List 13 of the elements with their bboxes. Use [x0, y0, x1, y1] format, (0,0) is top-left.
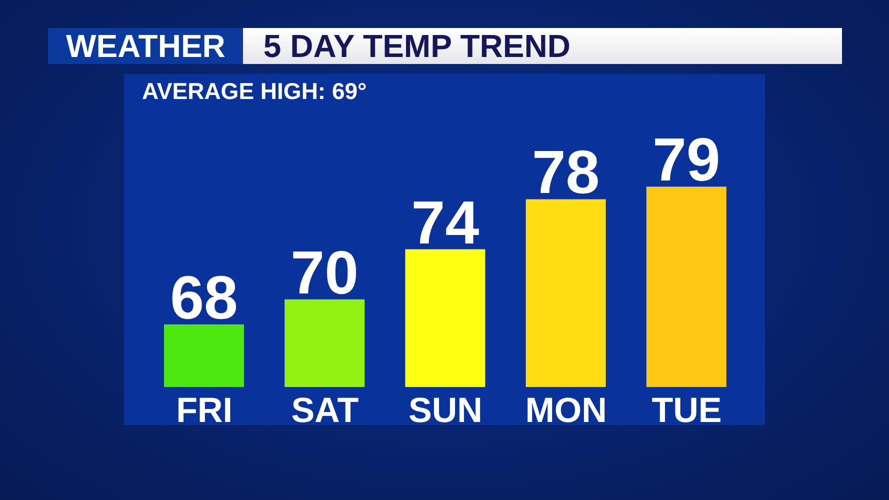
data-label: 70 [290, 238, 359, 306]
data-label: 74 [411, 188, 480, 256]
annotation: AVERAGE HIGH: 69° [142, 78, 367, 104]
chart-subtitle: 5 DAY TEMP TREND [243, 28, 842, 64]
data-label: 68 [170, 263, 238, 332]
x-tick-label: MON [525, 390, 607, 430]
x-tick-label: TUE [652, 390, 722, 430]
x-tick-label: SAT [291, 390, 359, 430]
x-tick-label: FRI [176, 390, 232, 430]
chart-title: WEATHER [48, 28, 244, 64]
data-label: 79 [652, 126, 720, 194]
data-label: 78 [532, 138, 600, 206]
x-tick-label: SUN [408, 390, 482, 430]
